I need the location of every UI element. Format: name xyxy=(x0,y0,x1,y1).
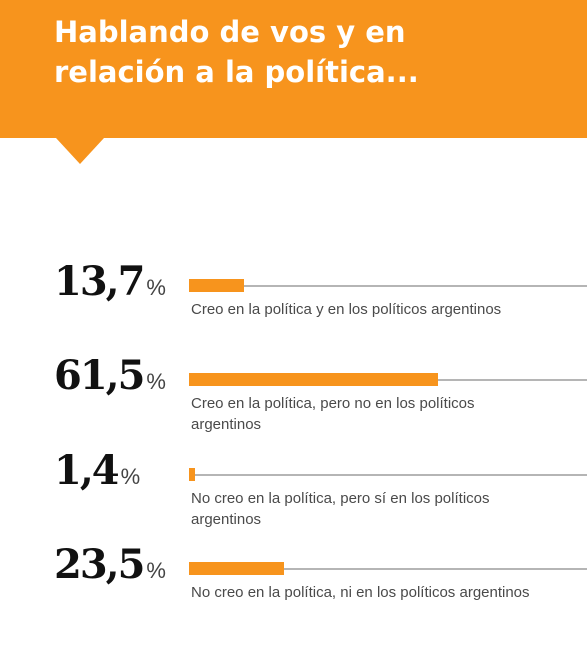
category-label: No creo en la política, pero sí en los p… xyxy=(191,490,490,528)
bar-track xyxy=(189,474,587,476)
bar-row: 13,7% Creo en la política y en los políti… xyxy=(0,262,587,352)
bar-track xyxy=(189,285,587,287)
percentage-number: 23,5 xyxy=(54,541,145,588)
percentage-value: 61,5% xyxy=(54,356,166,396)
category-label: Creo en la política, pero no en los polí… xyxy=(191,395,475,433)
percentage-number: 13,7 xyxy=(54,258,145,305)
bar-row: 23,5% No creo en la política, ni en los p… xyxy=(0,545,587,635)
bar-track xyxy=(189,568,587,570)
header-banner: Hablando de vos y en relación a la polít… xyxy=(0,0,587,138)
percent-sign: % xyxy=(146,275,166,300)
percentage-number: 1,4 xyxy=(54,447,120,494)
percentage-value: 13,7% xyxy=(54,262,166,302)
bar-fill xyxy=(189,562,285,575)
percentage-value: 23,5% xyxy=(54,545,166,585)
bar-row: 1,4% No creo en la política, pero sí en l… xyxy=(0,451,587,541)
percent-sign: % xyxy=(120,464,141,489)
bar-fill xyxy=(189,279,245,292)
percent-sign: % xyxy=(146,369,166,394)
category-label: Creo en la política y en los políticos a… xyxy=(191,301,502,318)
category-label: No creo en la política, ni en los políti… xyxy=(191,584,530,601)
bar-fill xyxy=(189,468,195,481)
banner-pointer xyxy=(56,138,104,164)
percentage-value: 1,4% xyxy=(54,451,140,491)
percent-sign: % xyxy=(146,558,166,583)
percentage-number: 61,5 xyxy=(54,352,145,399)
bar-row: 61,5% Creo en la política, pero no en los… xyxy=(0,356,587,446)
bar-fill xyxy=(189,373,439,386)
page-title: Hablando de vos y en relación a la polít… xyxy=(54,15,419,89)
